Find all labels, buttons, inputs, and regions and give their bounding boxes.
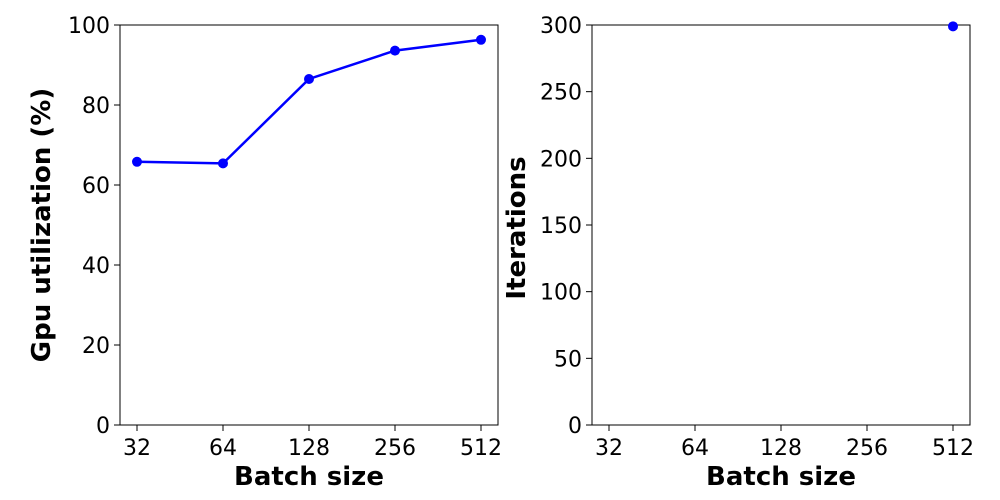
data-point <box>948 21 958 32</box>
x-axis-title: Batch size <box>706 462 856 492</box>
y-tick-label: 250 <box>540 81 582 106</box>
y-tick-label: 20 <box>82 334 110 359</box>
x-tick-label: 512 <box>460 436 502 461</box>
x-axis-title: Batch size <box>234 462 384 492</box>
y-tick-label: 60 <box>82 174 110 199</box>
y-axis-title: Iterations <box>502 156 532 299</box>
data-point <box>218 158 228 169</box>
y-ticks: 0 50 100 150 200 250 300 <box>540 14 592 439</box>
series-group <box>132 34 486 169</box>
x-tick-label: 64 <box>209 436 237 461</box>
iterations-chart: 0 50 100 150 200 250 300 32 64 128 256 512 Batch s… <box>502 14 974 492</box>
y-tick-label: 300 <box>540 14 582 39</box>
x-ticks: 32 64 128 256 512 <box>595 425 974 461</box>
x-tick-label: 128 <box>760 436 802 461</box>
x-tick-label: 32 <box>595 436 623 461</box>
y-tick-label: 200 <box>540 147 582 172</box>
y-tick-label: 100 <box>68 14 110 39</box>
y-tick-label: 50 <box>554 347 582 372</box>
y-axis-title: Gpu utilization (%) <box>27 88 57 362</box>
x-tick-label: 128 <box>288 436 330 461</box>
x-tick-label: 256 <box>374 436 416 461</box>
plot-frame <box>119 24 499 426</box>
y-tick-label: 80 <box>82 94 110 119</box>
series-group <box>948 21 958 32</box>
y-tick-label: 0 <box>96 414 110 439</box>
series-line <box>136 38 482 165</box>
y-ticks: 0 20 40 60 80 100 <box>68 14 120 439</box>
y-tick-label: 40 <box>82 254 110 279</box>
y-tick-label: 150 <box>540 214 582 239</box>
x-ticks: 32 64 128 256 512 <box>123 425 502 461</box>
x-tick-label: 256 <box>846 436 888 461</box>
gpu-utilization-chart: 0 20 40 60 80 100 32 64 128 256 512 Batch size Gp… <box>27 14 502 492</box>
data-point <box>390 45 400 56</box>
y-tick-label: 100 <box>540 281 582 306</box>
data-point <box>304 74 314 84</box>
x-tick-label: 32 <box>123 436 151 461</box>
y-tick-label: 0 <box>568 414 582 439</box>
data-point <box>132 156 142 167</box>
x-tick-label: 64 <box>681 436 709 461</box>
data-point <box>476 34 486 45</box>
plot-frame <box>591 24 971 426</box>
x-tick-label: 512 <box>932 436 974 461</box>
